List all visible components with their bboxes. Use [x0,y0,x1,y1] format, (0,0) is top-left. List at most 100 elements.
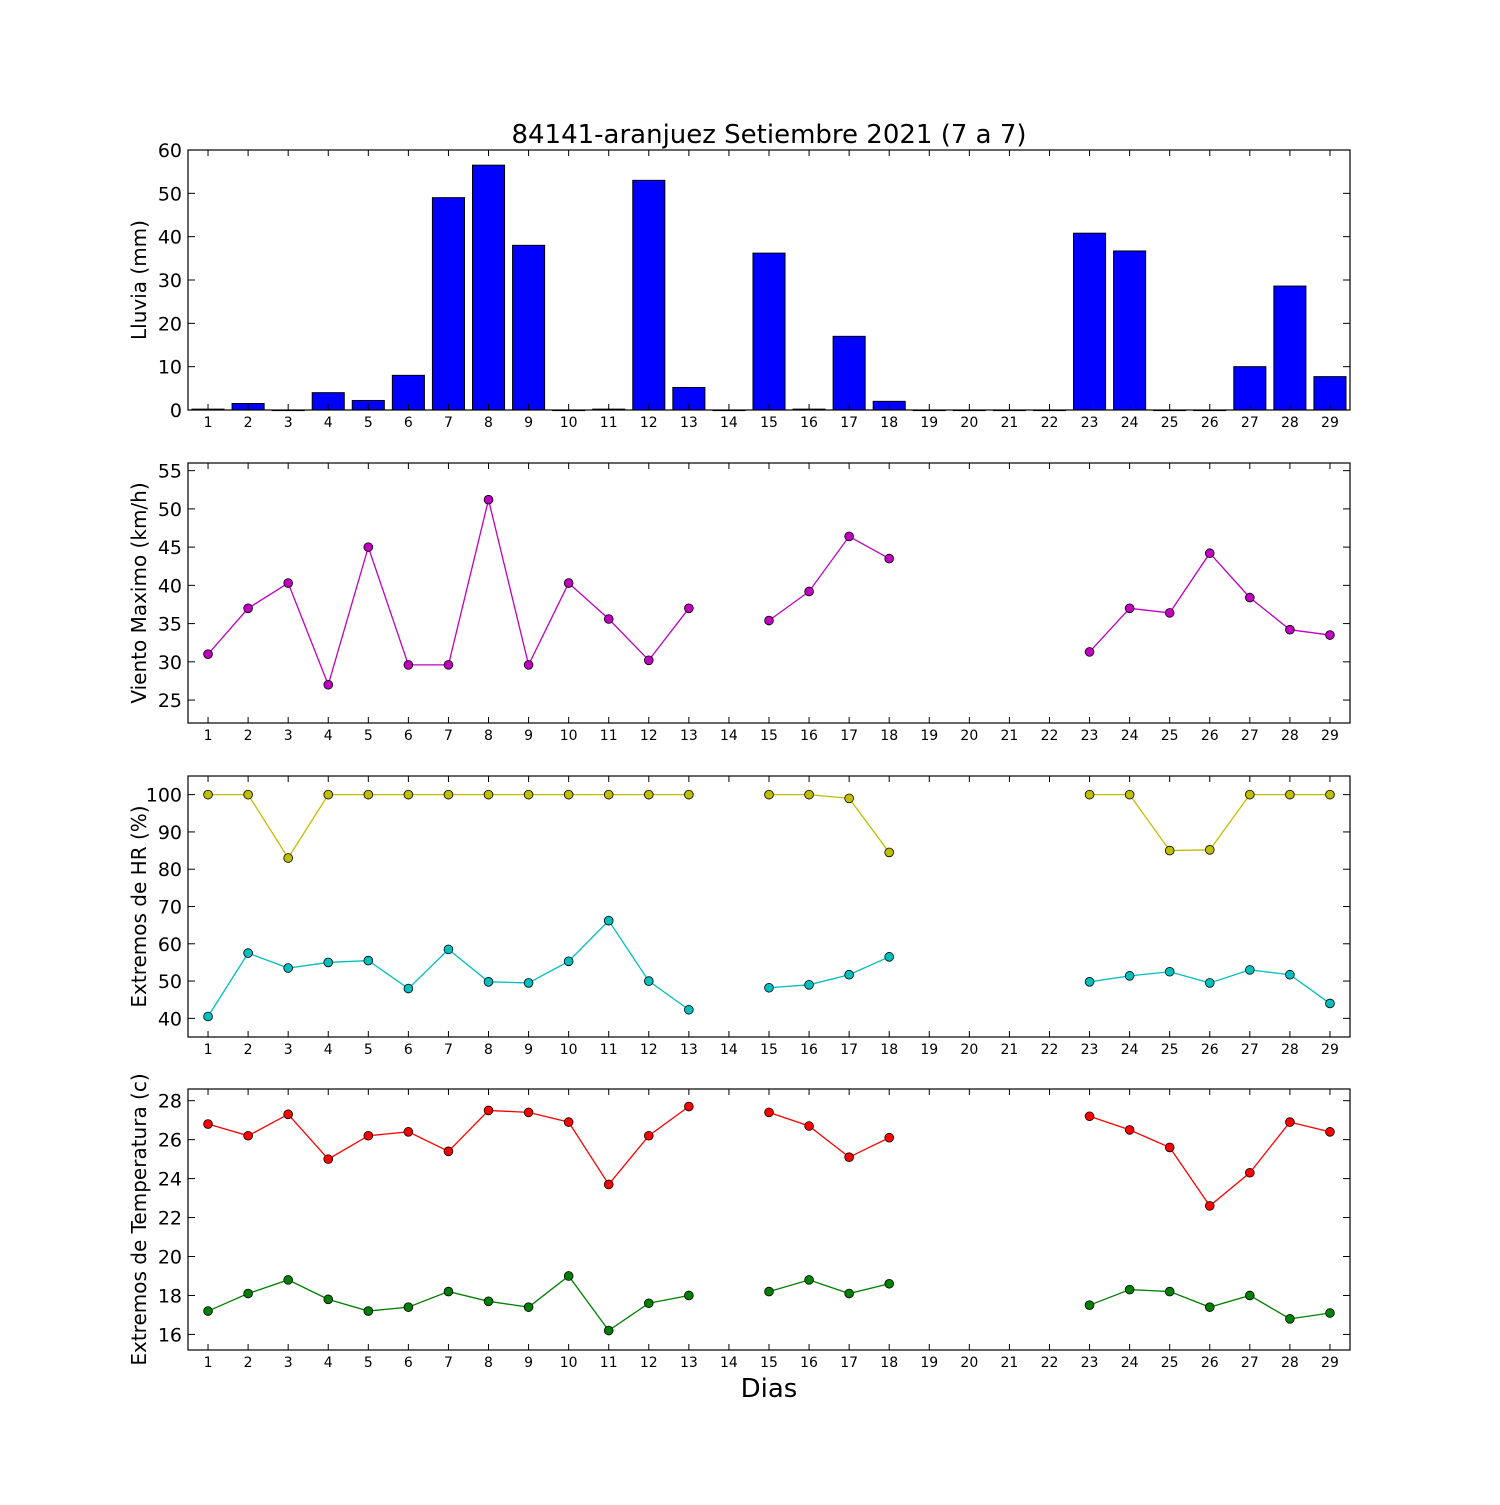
y-tick-label: 100 [146,785,182,807]
point-day-4 [323,679,334,690]
x-tick-label: 9 [524,728,533,744]
x-tick-label: 15 [760,1355,778,1371]
bar-day-7 [431,197,465,411]
point-day-24 [1124,1284,1135,1295]
x-tick-label: 16 [800,415,818,431]
x-tick-label: 2 [244,728,253,744]
point-day-10 [563,956,574,967]
x-tick-label: 17 [840,1355,858,1371]
x-tick-label: 29 [1321,1355,1339,1371]
point-day-17 [844,793,854,804]
point-day-12 [643,1130,654,1141]
point-day-16 [804,1275,814,1285]
x-tick-label: 4 [324,415,333,431]
point-day-13 [684,1290,694,1301]
x-tick-label: 23 [1081,728,1099,744]
point-day-29 [1325,998,1335,1009]
x-tick-label: 6 [404,728,413,744]
point-day-16 [804,789,814,800]
x-tick-label: 23 [1081,415,1099,431]
x-tick-label: 13 [680,728,698,744]
point-day-29 [1325,1308,1335,1318]
series-line-segment [207,1275,689,1332]
x-tick-label: 8 [484,1042,493,1058]
point-day-2 [243,603,253,614]
x-tick-label: 27 [1241,1042,1259,1058]
point-day-9 [523,1302,534,1312]
point-day-18 [884,1132,895,1143]
x-tick-label: 22 [1041,1042,1059,1058]
x-tick-label: 14 [720,415,738,431]
point-day-7 [443,1286,454,1297]
point-day-8 [483,494,494,505]
point-day-16 [804,1121,814,1131]
point-day-4 [323,789,334,800]
point-day-5 [363,789,374,800]
y-tick-label: 55 [158,461,182,483]
point-day-25 [1164,845,1175,856]
x-tick-label: 19 [920,415,938,431]
x-tick-label: 19 [920,1355,938,1371]
y-tick-label: 24 [158,1169,182,1191]
point-day-17 [844,531,854,542]
point-day-27 [1245,789,1255,800]
x-tick-label: 23 [1081,1355,1099,1371]
point-day-29 [1325,789,1335,800]
x-tick-label: 3 [284,415,293,431]
point-day-10 [563,1117,574,1127]
bar-day-28 [1273,285,1307,411]
point-day-10 [563,789,574,800]
x-tick-label: 21 [1000,728,1018,744]
point-day-2 [243,1130,253,1141]
point-day-11 [603,1179,614,1190]
x-tick-label: 27 [1241,1355,1259,1371]
x-tick-label: 17 [840,728,858,744]
point-day-29 [1325,630,1335,640]
y-tick-label: 26 [158,1130,182,1152]
point-day-11 [603,789,614,800]
point-day-28 [1285,789,1295,800]
bar-day-24 [1113,250,1147,411]
x-tick-label: 8 [484,728,493,744]
series-line-segment [768,1279,890,1295]
x-tick-label: 18 [880,415,898,431]
point-day-23 [1084,1300,1095,1311]
x-tick-label: 25 [1161,415,1179,431]
y-tick-label: 60 [158,934,182,956]
point-day-12 [643,655,654,666]
y-axis-label: Extremos de HR (%) [127,805,151,1007]
x-tick-label: 1 [204,1042,213,1058]
point-day-26 [1204,845,1215,855]
series-line-segment [768,535,890,622]
point-day-17 [844,969,854,980]
point-day-28 [1285,969,1295,980]
point-day-15 [764,615,774,626]
plot-frame [187,462,1351,724]
point-day-25 [1164,1286,1175,1297]
point-day-8 [483,1296,494,1307]
x-tick-label: 4 [324,728,333,744]
point-day-11 [603,1325,614,1336]
point-day-23 [1084,1111,1095,1122]
plot-frame [187,775,1351,1038]
x-tick-label: 15 [760,415,778,431]
y-tick-label: 40 [158,1008,182,1030]
x-tick-label: 4 [324,1355,333,1371]
x-tick-label: 22 [1041,415,1059,431]
point-day-1 [203,1119,213,1129]
point-day-13 [684,789,694,800]
x-tick-label: 10 [560,1042,578,1058]
x-tick-label: 29 [1321,415,1339,431]
y-tick-label: 70 [158,897,182,919]
point-day-5 [363,955,374,966]
point-day-26 [1204,1302,1215,1312]
x-tick-label: 17 [840,415,858,431]
y-tick-label: 30 [158,652,182,674]
point-day-26 [1204,1201,1215,1211]
x-tick-label: 18 [880,728,898,744]
point-day-6 [403,1127,414,1137]
x-tick-label: 10 [560,1355,578,1371]
x-tick-label: 13 [680,415,698,431]
